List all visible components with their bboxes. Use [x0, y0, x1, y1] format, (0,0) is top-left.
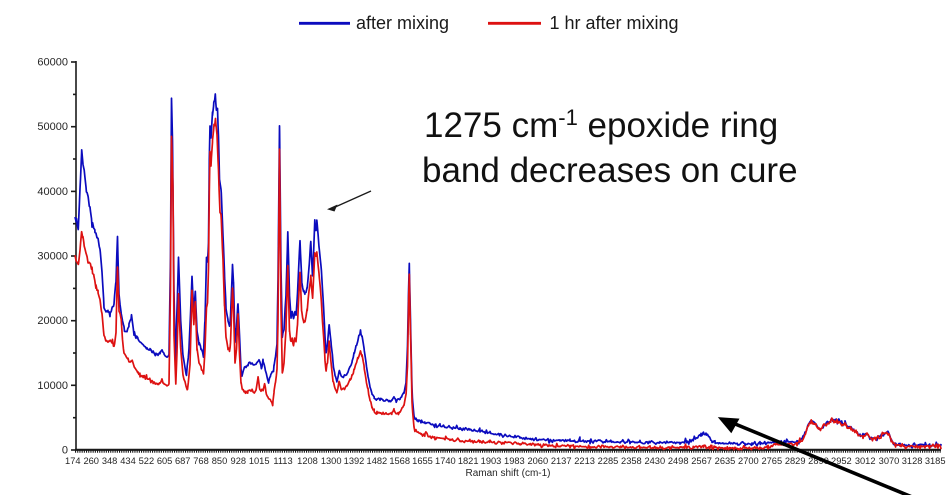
svg-text:Raman shift (cm-1): Raman shift (cm-1) — [465, 468, 550, 479]
svg-text:2285: 2285 — [598, 456, 619, 466]
svg-text:2137: 2137 — [551, 456, 572, 466]
svg-text:1113: 1113 — [273, 456, 292, 466]
svg-text:1300: 1300 — [321, 456, 342, 466]
svg-text:1568: 1568 — [389, 456, 410, 466]
svg-text:928: 928 — [231, 456, 247, 466]
svg-text:60000: 60000 — [37, 57, 68, 69]
svg-text:2829: 2829 — [785, 456, 806, 466]
svg-text:1015: 1015 — [249, 456, 270, 466]
svg-text:0: 0 — [62, 445, 68, 457]
svg-text:2635: 2635 — [715, 456, 736, 466]
svg-text:3128: 3128 — [902, 456, 923, 466]
svg-text:after mixing: after mixing — [356, 13, 449, 33]
svg-text:1655: 1655 — [412, 456, 433, 466]
svg-text:1740: 1740 — [435, 456, 456, 466]
svg-text:1482: 1482 — [367, 456, 388, 466]
svg-text:1392: 1392 — [344, 456, 365, 466]
svg-text:50000: 50000 — [37, 121, 68, 133]
svg-text:2700: 2700 — [738, 456, 759, 466]
svg-text:1 hr after mixing: 1 hr after mixing — [550, 13, 679, 33]
svg-text:2890: 2890 — [808, 456, 829, 466]
svg-text:348: 348 — [102, 456, 118, 466]
svg-text:522: 522 — [139, 456, 155, 466]
svg-text:1208: 1208 — [297, 456, 318, 466]
svg-text:30000: 30000 — [37, 251, 68, 263]
svg-text:2765: 2765 — [761, 456, 782, 466]
svg-text:2952: 2952 — [831, 456, 852, 466]
svg-text:2213: 2213 — [574, 456, 595, 466]
svg-text:174: 174 — [65, 456, 81, 466]
svg-text:2358: 2358 — [621, 456, 642, 466]
svg-text:band decreases on cure: band decreases on cure — [422, 151, 798, 190]
svg-text:1275 cm-1 epoxide ring: 1275 cm-1 epoxide ring — [424, 105, 778, 145]
svg-text:1983: 1983 — [504, 456, 525, 466]
svg-text:40000: 40000 — [37, 186, 68, 198]
svg-text:3070: 3070 — [879, 456, 900, 466]
svg-text:605: 605 — [157, 456, 173, 466]
svg-text:2567: 2567 — [691, 456, 712, 466]
svg-text:3185: 3185 — [925, 456, 946, 466]
svg-text:434: 434 — [120, 456, 136, 466]
svg-text:260: 260 — [83, 456, 99, 466]
svg-text:20000: 20000 — [37, 315, 68, 327]
svg-text:2060: 2060 — [527, 456, 548, 466]
svg-text:10000: 10000 — [37, 380, 68, 392]
svg-text:687: 687 — [175, 456, 191, 466]
svg-text:2430: 2430 — [644, 456, 665, 466]
svg-text:1821: 1821 — [458, 456, 479, 466]
svg-text:1903: 1903 — [481, 456, 502, 466]
svg-text:850: 850 — [212, 456, 228, 466]
svg-text:2498: 2498 — [668, 456, 689, 466]
svg-text:768: 768 — [193, 456, 209, 466]
svg-text:3012: 3012 — [855, 456, 876, 466]
